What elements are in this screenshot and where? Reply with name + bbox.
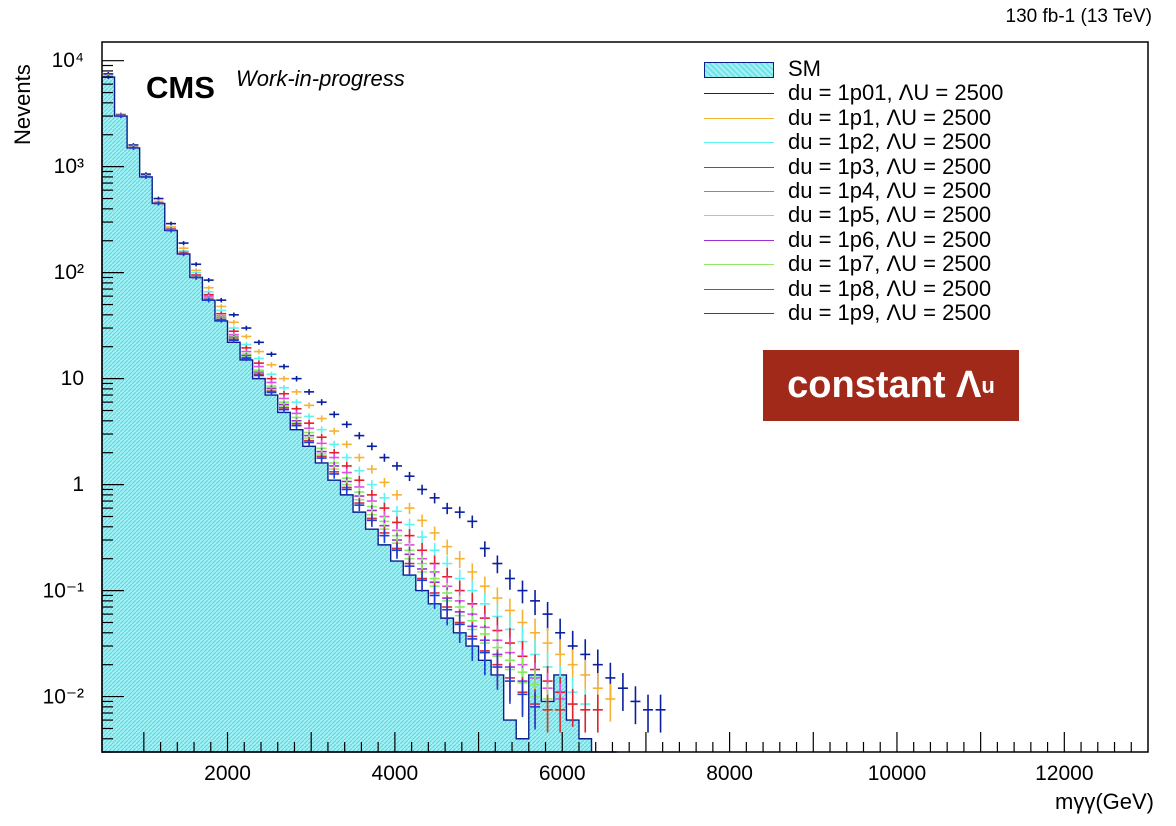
cms-label: CMS <box>146 70 215 105</box>
series-10 <box>103 75 541 730</box>
legend-label: du = 1p6, ΛU = 2500 <box>788 226 992 252</box>
legend-label: du = 1p3, ΛU = 2500 <box>788 153 992 179</box>
y-tick-label: 10⁻² <box>42 685 84 709</box>
x-tick-label: 12000 <box>1035 762 1094 785</box>
legend-swatch <box>704 190 774 192</box>
x-axis-label: mγγ(GeV) <box>1055 789 1154 814</box>
series-2 <box>103 73 616 722</box>
y-tick-label: 1 <box>72 472 84 496</box>
y-tick-label: 10 <box>60 366 84 390</box>
luminosity-label: 130 fb-1 (13 TeV) <box>1005 6 1152 27</box>
legend-label: du = 1p4, ΛU = 2500 <box>788 177 992 203</box>
legend-swatch <box>704 312 774 314</box>
legend-swatch <box>704 215 774 217</box>
legend-swatch <box>704 117 774 119</box>
y-axis-label: Nevents <box>10 64 35 145</box>
legend-swatch <box>704 239 774 241</box>
y-tick-label: 10⁴ <box>51 48 84 72</box>
legend-label: du = 1p9, ΛU = 2500 <box>788 299 992 325</box>
legend-label-sm: SM <box>788 56 821 81</box>
legend-swatch <box>704 93 774 95</box>
y-tick-label: 10⁻¹ <box>42 579 84 603</box>
legend-label: du = 1p1, ΛU = 2500 <box>788 104 992 130</box>
legend-swatch-sm <box>704 62 774 78</box>
legend-swatch <box>704 288 774 290</box>
x-tick-label: 10000 <box>867 762 927 785</box>
axis-ticks <box>102 60 1132 753</box>
legend-label: du = 1p8, ΛU = 2500 <box>788 275 992 301</box>
x-tick-label: 8000 <box>706 762 753 785</box>
legend-swatch <box>704 142 774 144</box>
legend-swatch <box>704 264 774 266</box>
plot-frame <box>101 41 1149 753</box>
x-tick-label: 6000 <box>538 762 586 785</box>
legend-swatch <box>704 166 774 168</box>
series-1 <box>103 72 666 733</box>
y-tick-label: 10² <box>53 260 84 284</box>
legend-label: du = 1p2, ΛU = 2500 <box>788 129 992 155</box>
sm-histogram <box>101 76 617 753</box>
x-tick-label: 4000 <box>371 762 419 785</box>
x-tick-label: 2000 <box>204 762 251 785</box>
status-label: Work-in-progress <box>236 66 405 91</box>
badge-text: constant Λ <box>787 364 982 406</box>
y-tick-label: 10³ <box>53 154 84 178</box>
badge-subscript: u <box>981 372 995 398</box>
sm-histogram-fill <box>101 76 617 753</box>
legend-label: du = 1p5, ΛU = 2500 <box>788 202 992 228</box>
legend-label: du = 1p01, ΛU = 2500 <box>788 80 1004 106</box>
legend-label: du = 1p7, ΛU = 2500 <box>788 251 992 277</box>
